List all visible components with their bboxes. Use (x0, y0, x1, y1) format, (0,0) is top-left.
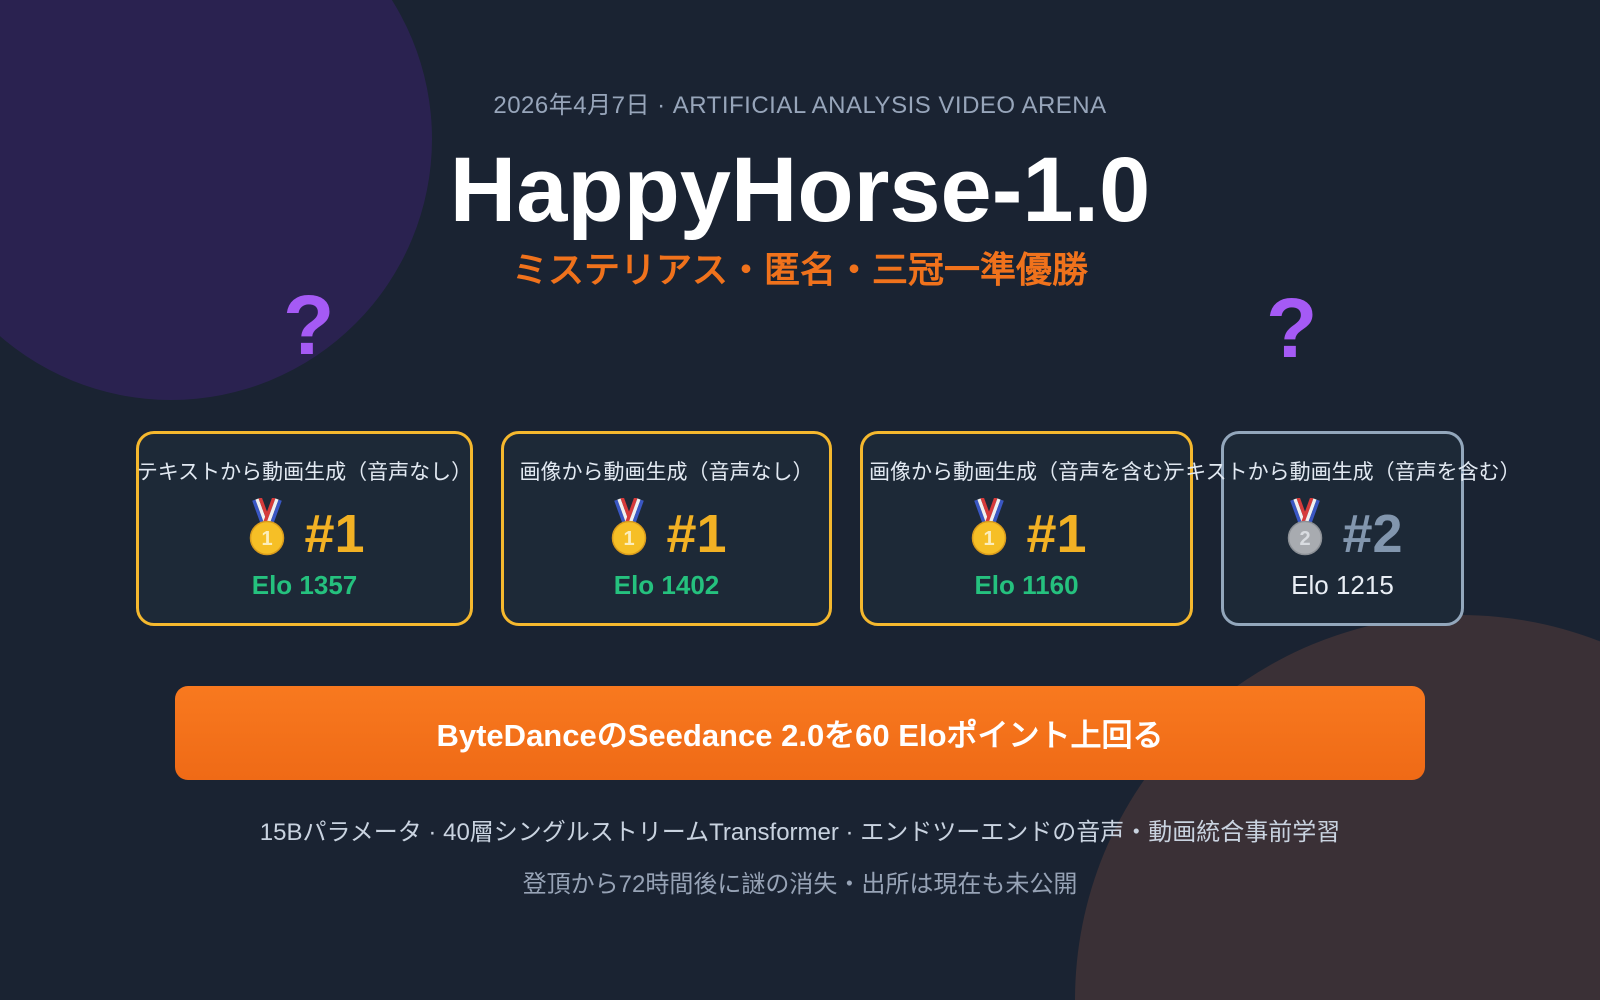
elo-score: Elo 1357 (251, 569, 358, 600)
elo-score: Elo 1160 (974, 569, 1079, 600)
svg-text:1: 1 (624, 528, 635, 550)
rank-label: #1 (666, 503, 727, 564)
ranking-card-image-to-video-no-audio: 画像から動画生成（音声なし） 1 #1 Elo 1402 (501, 430, 832, 626)
card-category-label: テキストから動画生成（音声を含む） (1164, 460, 1521, 484)
ranking-card-text-to-video-no-audio: テキストから動画生成（音声なし） 1 #1 Elo 1357 (136, 430, 473, 626)
footer-specs: 15Bパラメータ · 40層シングルストリームTransformer · エンド… (259, 818, 1341, 846)
question-mark-right: ? (1266, 281, 1318, 375)
ranking-cards: テキストから動画生成（音声なし） 1 #1 Elo 1357 (0, 430, 1600, 626)
card-category-label: 画像から動画生成（音声を含む） (869, 460, 1184, 484)
ranking-card-image-to-video-with-audio: 画像から動画生成（音声を含む） 1 #1 Elo 1160 (860, 430, 1193, 626)
silver-medal-icon: 2 (1288, 497, 1323, 556)
elo-score: Elo 1402 (613, 569, 720, 600)
rank-label: #1 (1026, 503, 1087, 564)
page-title: HappyHorse-1.0 (449, 139, 1151, 241)
card-category-label: テキストから動画生成（音声なし） (136, 460, 473, 484)
date-line: 2026年4月7日 · ARTIFICIAL ANALYSIS VIDEO AR… (493, 92, 1107, 119)
rank-label: #2 (1342, 503, 1403, 564)
gold-medal-icon: 1 (972, 497, 1007, 556)
svg-text:2: 2 (1300, 528, 1311, 550)
svg-text:1: 1 (984, 528, 995, 550)
svg-text:1: 1 (262, 528, 273, 550)
gold-medal-icon: 1 (250, 497, 285, 556)
elo-score: Elo 1215 (1291, 569, 1394, 600)
question-mark-left: ? (283, 278, 335, 372)
card-category-label: 画像から動画生成（音声なし） (519, 460, 814, 484)
highlight-banner-text: ByteDanceのSeedance 2.0を60 Eloポイント上回る (436, 718, 1164, 754)
ranking-card-text-to-video-with-audio: テキストから動画生成（音声を含む） 2 #2 Elo 1215 (1164, 430, 1521, 626)
page-subtitle: ミステリアス・匿名・三冠一準優勝 (511, 248, 1088, 290)
highlight-banner: ByteDanceのSeedance 2.0を60 Eloポイント上回る (175, 685, 1425, 780)
footer-mystery: 登頂から72時間後に謎の消失・出所は現在も未公開 (522, 870, 1078, 898)
rank-label: #1 (304, 503, 365, 564)
gold-medal-icon: 1 (612, 497, 647, 556)
